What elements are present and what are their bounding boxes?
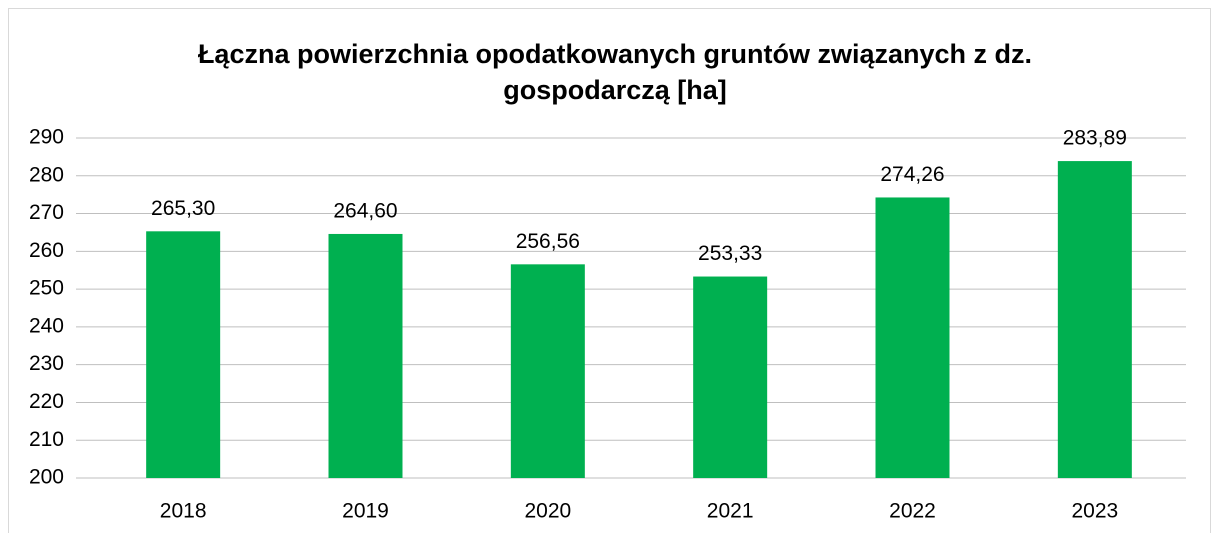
value-label: 265,30 (151, 197, 215, 220)
chart-title: Łączna powierzchnia opodatkowanych grunt… (197, 39, 1033, 105)
x-tick-label: 2019 (342, 500, 389, 523)
y-tick-label: 210 (29, 428, 64, 451)
x-tick-label: 2022 (889, 500, 936, 523)
chart-border (8, 8, 1211, 533)
y-tick-label: 200 (29, 466, 64, 489)
y-tick-label: 240 (29, 314, 64, 337)
value-label: 253,33 (698, 242, 762, 265)
y-tick-label: 260 (29, 239, 64, 262)
x-tick-label: 2018 (160, 500, 207, 523)
y-tick-label: 230 (29, 352, 64, 375)
x-tick-label: 2023 (1071, 500, 1118, 523)
value-label: 274,26 (880, 163, 944, 186)
bar (328, 233, 403, 478)
x-tick-label: 2021 (707, 500, 754, 523)
x-tick-label: 2020 (524, 500, 571, 523)
bar (1057, 161, 1132, 479)
bar (875, 197, 950, 478)
y-tick-label: 250 (29, 277, 64, 300)
y-tick-label: 280 (29, 163, 64, 186)
value-label: 256,56 (516, 230, 580, 253)
y-tick-label: 290 (29, 126, 64, 149)
bar (146, 231, 221, 478)
y-tick-label: 220 (29, 390, 64, 413)
bar (693, 276, 768, 478)
y-tick-label: 270 (29, 201, 64, 224)
bar (510, 264, 585, 478)
value-label: 283,89 (1063, 127, 1127, 150)
value-label: 264,60 (333, 200, 397, 223)
